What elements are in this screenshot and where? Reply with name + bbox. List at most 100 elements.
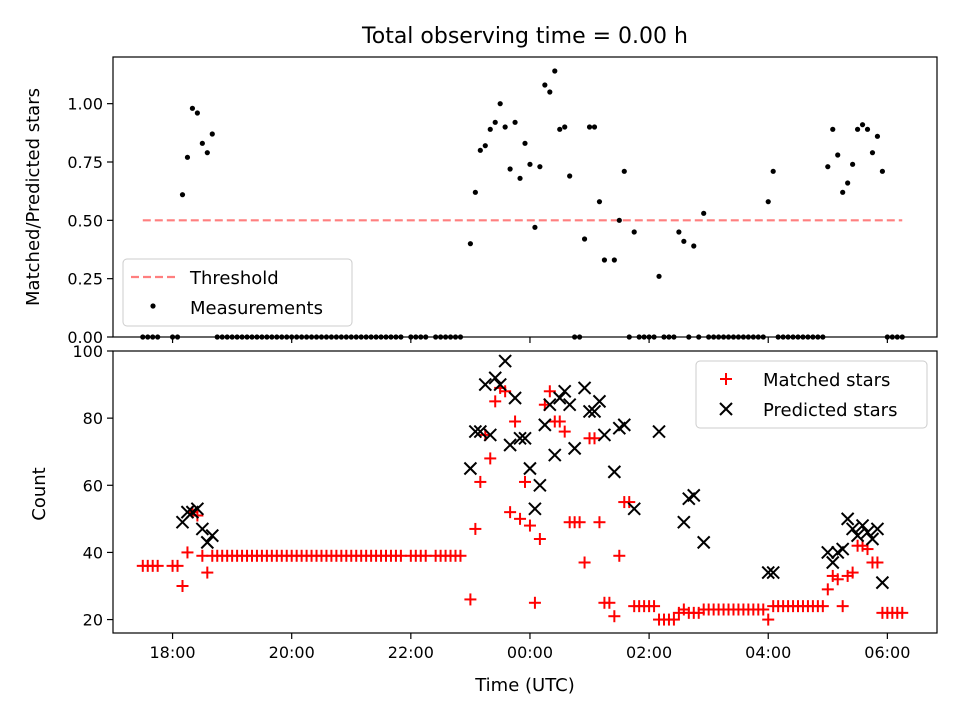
measurement-point [591, 124, 598, 130]
predicted-star-point [533, 478, 547, 492]
matched-star-point [499, 385, 512, 398]
predicted-star-point [865, 532, 880, 546]
matched-star-point [509, 415, 522, 428]
measurement-point [601, 257, 608, 263]
predicted-star-point [875, 575, 890, 590]
measurement-point [204, 150, 210, 156]
predicted-star-point [205, 528, 219, 543]
matched-star-point [454, 549, 467, 562]
predicted-star-point [478, 377, 492, 392]
ratio-y-tick-label: 0.00 [67, 328, 103, 347]
predicted-star-point [855, 518, 870, 533]
matched-star-point [181, 546, 194, 559]
measurement-point [825, 164, 831, 170]
matched-star-point [543, 385, 556, 398]
measurement-point [869, 150, 876, 156]
legend-predicted-swatch [719, 402, 733, 416]
count-legend: Matched stars Predicted stars [695, 360, 928, 429]
predicted-star-point [840, 512, 855, 526]
measurement-point [611, 257, 617, 263]
predicted-star-point [845, 522, 860, 536]
measurement-point [830, 126, 836, 132]
predicted-star-point [528, 502, 542, 516]
measurement-point [691, 243, 697, 249]
matched-star-point [593, 516, 606, 529]
predicted-star-point [677, 515, 691, 529]
measurement-point [631, 229, 637, 235]
measurement-point [879, 168, 885, 174]
measurement-point [676, 229, 682, 235]
matched-star-point [176, 580, 189, 592]
measurement-point [189, 105, 196, 111]
predicted-star-point [835, 542, 850, 556]
predicted-star-point [766, 565, 780, 580]
measurement-point [874, 133, 881, 139]
matched-star-point [558, 425, 571, 438]
matched-star-point [578, 556, 591, 569]
measurement-point [482, 143, 488, 149]
measurement-point [184, 154, 191, 160]
predicted-star-point [195, 522, 210, 536]
matched-star-point [821, 583, 834, 596]
measurement-point [850, 161, 856, 167]
predicted-star-point [518, 431, 532, 445]
predicted-star-point [850, 528, 865, 543]
measurement-point [497, 101, 503, 107]
measurement-point [562, 124, 568, 130]
legend-measurements-label: Measurements [190, 298, 323, 319]
measurement-point [507, 166, 513, 172]
predicted-star-point [548, 448, 562, 462]
chart-title: Total observing time = 0.00 h [361, 24, 688, 49]
matched-star-point [831, 573, 844, 586]
predicted-star-point [592, 394, 607, 409]
x-tick-label: 02:00 [626, 643, 672, 662]
measurement-point [502, 124, 508, 130]
measurement-point [567, 173, 573, 179]
x-tick-label: 22:00 [388, 643, 434, 662]
legend-matched-label: Matched stars [763, 370, 890, 391]
measurement-point [492, 119, 498, 125]
measurement-point [472, 189, 478, 195]
ratio-y-axis-label: Matched/Predicted stars [23, 88, 44, 306]
ratio-y-tick-label: 0.75 [67, 153, 103, 172]
matched-star-point [648, 600, 661, 613]
measurement-point [596, 199, 603, 205]
matched-star-point [151, 559, 164, 572]
matched-star-point [474, 475, 487, 488]
matched-star-point [816, 600, 829, 613]
predicted-star-point [577, 381, 592, 395]
measurement-point [835, 152, 841, 158]
x-axis-label: Time (UTC) [474, 675, 575, 696]
measurement-point [194, 110, 200, 116]
predicted-star-point [493, 377, 507, 392]
predicted-star-point [607, 465, 622, 479]
matched-star-point [603, 596, 616, 609]
measurement-point [701, 210, 707, 216]
measurement-point [542, 82, 548, 88]
predicted-star-point [860, 525, 875, 539]
predicted-star-point [652, 424, 666, 439]
matched-star-point [846, 566, 859, 579]
matched-star-point [762, 613, 775, 626]
predicted-star-point [488, 371, 502, 385]
matched-star-point [469, 522, 482, 535]
count-y-tick-label: 40 [83, 543, 103, 562]
measurement-point [209, 131, 215, 137]
matched-star-point [623, 496, 636, 509]
ratio-plot-frame [112, 56, 938, 338]
matched-star-point [836, 600, 849, 613]
measurement-point [840, 189, 846, 195]
measurement-point [552, 68, 558, 74]
ratio-y-tick-label: 0.50 [67, 211, 103, 230]
count-y-tick-label: 60 [83, 476, 103, 495]
matched-star-point [896, 606, 909, 619]
matched-star-point [489, 395, 502, 408]
matched-star-point [871, 556, 884, 569]
predicted-star-point [508, 391, 522, 405]
measurement-point [770, 168, 776, 174]
predicted-star-point [587, 404, 602, 419]
legend-predicted-label: Predicted stars [763, 400, 897, 421]
matched-star-point [464, 593, 477, 606]
measurement-point [621, 168, 627, 174]
predicted-star-point [687, 488, 701, 503]
